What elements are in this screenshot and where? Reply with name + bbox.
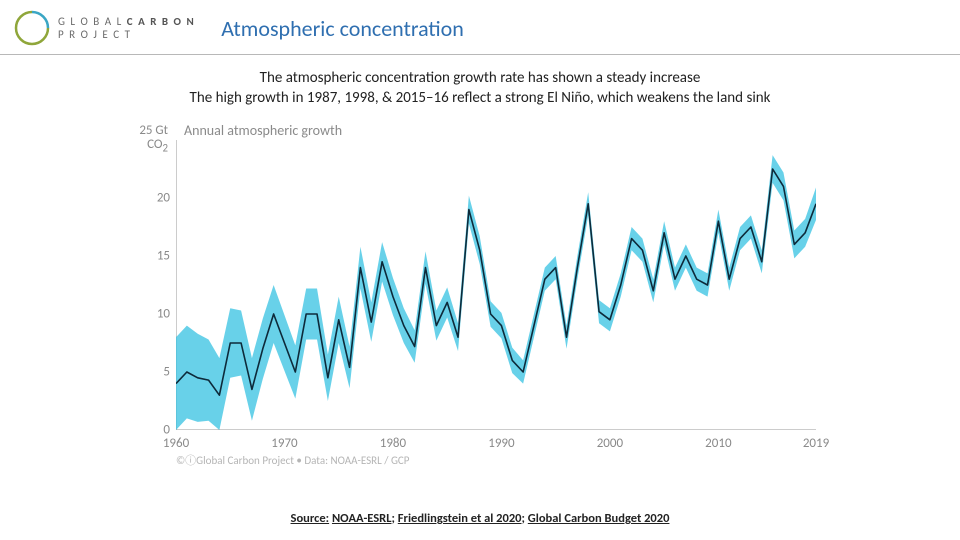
chart-title: Annual atmospheric growth bbox=[184, 122, 342, 139]
subtitle-line2: The high growth in 1987, 1998, & 2015–16… bbox=[0, 89, 960, 109]
source-link-3[interactable]: Global Carbon Budget 2020 bbox=[528, 511, 670, 526]
logo: G L O B A L C A R B O N P R O J E C T bbox=[12, 8, 195, 48]
x-tick-label: 1980 bbox=[380, 436, 406, 451]
y-tick-label: 20 bbox=[157, 191, 170, 206]
x-tick-label: 1990 bbox=[488, 436, 514, 451]
y-unit-line1: 25 Gt bbox=[139, 123, 168, 138]
plot-area: 051015201960197019801990200020102019 bbox=[176, 140, 816, 430]
source-link-1[interactable]: NOAA-ESRL bbox=[332, 511, 392, 526]
chart: 25 Gt CO2 Annual atmospheric growth 0510… bbox=[120, 126, 840, 466]
chart-svg bbox=[176, 140, 816, 430]
y-tick-label: 10 bbox=[157, 307, 170, 322]
x-tick-label: 1970 bbox=[271, 436, 297, 451]
chart-attribution: ©ⓘGlobal Carbon Project • Data: NOAA-ESR… bbox=[176, 452, 409, 468]
logo-mid: C A R B O N bbox=[127, 15, 195, 28]
source-prefix: Source: bbox=[291, 511, 330, 526]
logo-text: G L O B A L C A R B O N P R O J E C T bbox=[58, 15, 195, 41]
y-unit-line2: CO bbox=[147, 137, 162, 152]
x-tick-label: 2010 bbox=[705, 436, 731, 451]
source-link-2[interactable]: Friedlingstein et al 2020 bbox=[398, 511, 522, 526]
logo-icon bbox=[12, 8, 52, 48]
subtitle-line1: The atmospheric concentration growth rat… bbox=[0, 69, 960, 89]
subtitle: The atmospheric concentration growth rat… bbox=[0, 69, 960, 108]
x-tick-label: 1960 bbox=[163, 436, 189, 451]
logo-suffix: P R O J E C T bbox=[58, 28, 195, 41]
y-unit-sub: 2 bbox=[163, 142, 169, 155]
x-tick-label: 2000 bbox=[597, 436, 623, 451]
y-tick-label: 5 bbox=[163, 365, 170, 380]
y-tick-label: 15 bbox=[157, 249, 170, 264]
y-axis-unit: 25 Gt CO2 bbox=[120, 124, 168, 155]
page-title: Atmospheric concentration bbox=[221, 15, 464, 42]
logo-prefix: G L O B A L bbox=[58, 15, 123, 28]
x-tick-label: 2019 bbox=[803, 436, 829, 451]
header: G L O B A L C A R B O N P R O J E C T At… bbox=[0, 0, 960, 55]
source-line: Source: NOAA-ESRL; Friedlingstein et al … bbox=[0, 511, 960, 526]
